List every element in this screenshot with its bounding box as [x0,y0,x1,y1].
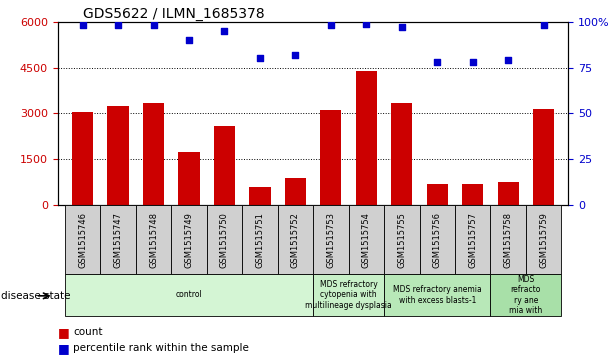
Bar [462,184,483,205]
Text: GSM1515752: GSM1515752 [291,212,300,268]
Bar [526,205,561,274]
Bar [533,109,554,205]
Point [291,52,300,58]
Point [255,56,264,61]
Point [361,21,371,26]
Bar [491,205,526,274]
Bar [356,71,377,205]
Bar [207,205,242,274]
Point [78,23,88,28]
Bar [384,274,491,316]
Bar [171,205,207,274]
Text: MDS refractory
cytopenia with
multilineage dysplasia: MDS refractory cytopenia with multilinea… [305,280,392,310]
Point [468,59,477,65]
Point [432,59,442,65]
Bar [65,274,313,316]
Text: GSM1515759: GSM1515759 [539,212,548,268]
Bar [143,103,164,205]
Bar [491,274,561,316]
Bar [285,178,306,205]
Text: GSM1515746: GSM1515746 [78,212,87,268]
Text: MDS refractory anemia
with excess blasts-1: MDS refractory anemia with excess blasts… [393,285,482,305]
Bar [391,103,412,205]
Point [184,37,194,43]
Text: GDS5622 / ILMN_1685378: GDS5622 / ILMN_1685378 [83,7,265,21]
Bar [348,205,384,274]
Text: ■: ■ [58,342,69,355]
Point [326,23,336,28]
Bar [136,205,171,274]
Bar [420,205,455,274]
Text: MDS
refracto
ry ane
mia with: MDS refracto ry ane mia with [510,275,542,315]
Point [219,28,229,34]
Bar [313,274,384,316]
Text: percentile rank within the sample: percentile rank within the sample [73,343,249,354]
Point [148,23,158,28]
Text: GSM1515750: GSM1515750 [220,212,229,268]
Point [113,23,123,28]
Point [539,23,548,28]
Bar [65,205,100,274]
Text: count: count [73,327,103,337]
Bar [100,205,136,274]
Bar [497,182,519,205]
Text: GSM1515754: GSM1515754 [362,212,371,268]
Text: GSM1515749: GSM1515749 [184,212,193,268]
Text: GSM1515757: GSM1515757 [468,212,477,268]
Text: GSM1515747: GSM1515747 [114,212,123,268]
Bar [313,205,348,274]
Bar [384,205,420,274]
Bar [427,184,448,205]
Bar [455,205,491,274]
Point [397,24,407,30]
Text: control: control [176,290,202,299]
Bar [278,205,313,274]
Bar [72,112,93,205]
Text: GSM1515756: GSM1515756 [433,212,442,268]
Text: disease state: disease state [1,291,71,301]
Bar [249,187,271,205]
Bar [320,110,342,205]
Bar [214,126,235,205]
Text: GSM1515758: GSM1515758 [503,212,513,268]
Bar [108,106,129,205]
Bar [242,205,278,274]
Text: ■: ■ [58,326,69,339]
Text: GSM1515748: GSM1515748 [149,212,158,268]
Text: GSM1515751: GSM1515751 [255,212,264,268]
Text: GSM1515753: GSM1515753 [326,212,336,268]
Text: GSM1515755: GSM1515755 [397,212,406,268]
Point [503,57,513,63]
Bar [178,152,199,205]
